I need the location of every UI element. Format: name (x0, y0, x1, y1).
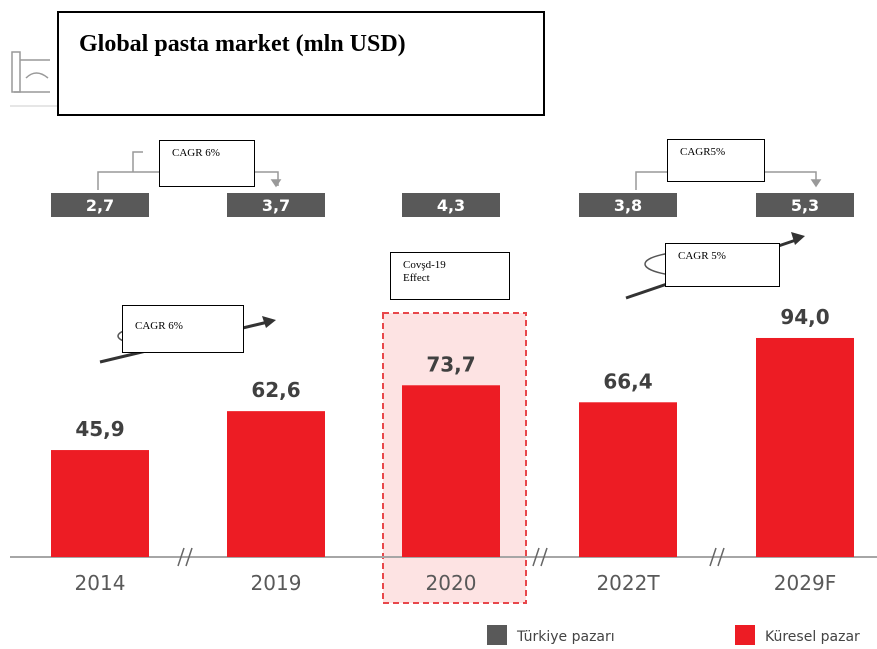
turkey-label: 4,3 (437, 196, 465, 215)
turkey-box (756, 193, 854, 217)
turkey-box (579, 193, 677, 217)
value-label: 66,4 (603, 369, 652, 393)
bar (402, 385, 500, 557)
annotation: CAGR 5% (665, 243, 780, 287)
chart-title: Global pasta market (mln USD) (57, 11, 545, 116)
turkey-label: 5,3 (791, 196, 819, 215)
legend-label: Küresel pazar (765, 629, 860, 645)
icon (11, 51, 50, 93)
x-tick-label: 2029F (774, 571, 836, 595)
annotation: CAGR5% (667, 139, 765, 182)
x-tick-label: 2022T (596, 571, 660, 595)
turkey-label: 2,7 (86, 196, 114, 215)
turkey-box (402, 193, 500, 217)
x-tick-label: 2014 (75, 571, 126, 595)
axis-break (177, 547, 725, 567)
x-tick-label: 2019 (251, 571, 302, 595)
turkey-label: 3,8 (614, 196, 642, 215)
value-label: 62,6 (251, 378, 300, 402)
value-label: 73,7 (426, 352, 475, 376)
annotation: Covşd-19 Effect (390, 252, 510, 300)
bar (227, 411, 325, 557)
annotation: CAGR 6% (122, 305, 244, 353)
legend-swatch (487, 625, 507, 645)
turkey-box (227, 193, 325, 217)
value-label: 94,0 (780, 305, 829, 329)
legend-label: Türkiye pazarı (516, 629, 615, 645)
bar (579, 402, 677, 557)
turkey-box (51, 193, 149, 217)
bar (51, 450, 149, 557)
value-label: 45,9 (75, 417, 124, 441)
annotation: CAGR 6% (159, 140, 255, 187)
x-tick-label: 2020 (426, 571, 477, 595)
bar (756, 337, 854, 557)
turkey-label: 3,7 (262, 196, 290, 215)
legend-swatch (735, 625, 755, 645)
